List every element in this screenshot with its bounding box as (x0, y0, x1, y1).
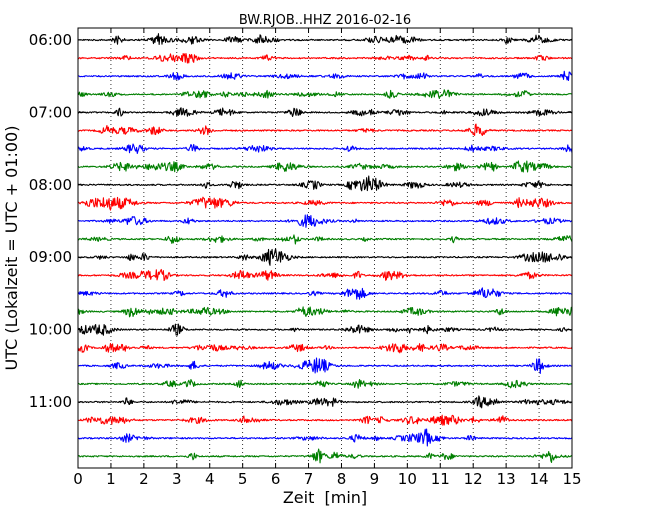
trace-1100 (77, 395, 573, 409)
trace-0815 (77, 196, 573, 211)
trace-1130 (77, 428, 573, 447)
trace-0700 (77, 107, 573, 118)
x-tick-label-15: 15 (562, 470, 581, 488)
trace-1015 (77, 342, 573, 354)
trace-1115 (77, 414, 573, 426)
x-tick-label-9: 9 (370, 470, 380, 488)
x-tick-label-11: 11 (431, 470, 450, 488)
x-tick-label-10: 10 (398, 470, 417, 488)
y-tick-label-07:00: 07:00 (29, 103, 72, 121)
x-axis-label: Zeit [min] (283, 488, 367, 507)
trace-1145 (77, 448, 573, 464)
x-tick-label-6: 6 (271, 470, 281, 488)
y-tick-label-10:00: 10:00 (29, 321, 72, 339)
chart-title: BW.RJOB..HHZ 2016-02-16 (239, 13, 411, 28)
trace-0715 (77, 123, 573, 137)
x-tick-label-3: 3 (172, 470, 182, 488)
x-tick-label-0: 0 (73, 470, 83, 488)
trace-1030 (77, 357, 573, 374)
trace-0800 (77, 175, 573, 192)
trace-0845 (77, 234, 573, 245)
trace-0730 (77, 143, 573, 155)
x-tick-label-12: 12 (464, 470, 483, 488)
trace-0930 (77, 287, 573, 300)
x-tick-label-7: 7 (304, 470, 314, 488)
trace-0745 (77, 160, 573, 173)
x-tick-label-8: 8 (337, 470, 347, 488)
x-tick-label-1: 1 (106, 470, 116, 488)
x-tick-label-2: 2 (139, 470, 149, 488)
y-tick-label-11:00: 11:00 (29, 393, 72, 411)
trace-0945 (77, 306, 573, 318)
trace-0915 (77, 268, 573, 282)
y-tick-label-09:00: 09:00 (29, 248, 72, 266)
trace-0630 (77, 70, 573, 81)
trace-0645 (77, 89, 573, 100)
y-tick-label-08:00: 08:00 (29, 176, 72, 194)
y-tick-label-06:00: 06:00 (29, 31, 72, 49)
vertical-grid (110, 28, 540, 468)
trace-1000 (77, 323, 573, 336)
traces-group (77, 33, 573, 464)
trace-0830 (77, 214, 573, 228)
trace-0615 (77, 52, 573, 64)
x-tick-label-5: 5 (238, 470, 248, 488)
y-axis-ticks: 06:00 07:00 08:00 09:00 10:00 11:00 (29, 31, 572, 411)
trace-1045 (77, 378, 573, 389)
trace-0600 (77, 33, 573, 45)
trace-0900 (77, 248, 573, 266)
y-axis-label: UTC (Lokalzeit = UTC + 01:00) (2, 126, 21, 371)
x-axis-ticks: 0 1 2 3 4 5 6 7 8 9 10 11 12 13 14 15 (73, 28, 582, 488)
x-tick-label-13: 13 (497, 470, 516, 488)
plot-frame (77, 27, 573, 469)
x-tick-label-4: 4 (205, 470, 215, 488)
x-tick-label-14: 14 (530, 470, 549, 488)
